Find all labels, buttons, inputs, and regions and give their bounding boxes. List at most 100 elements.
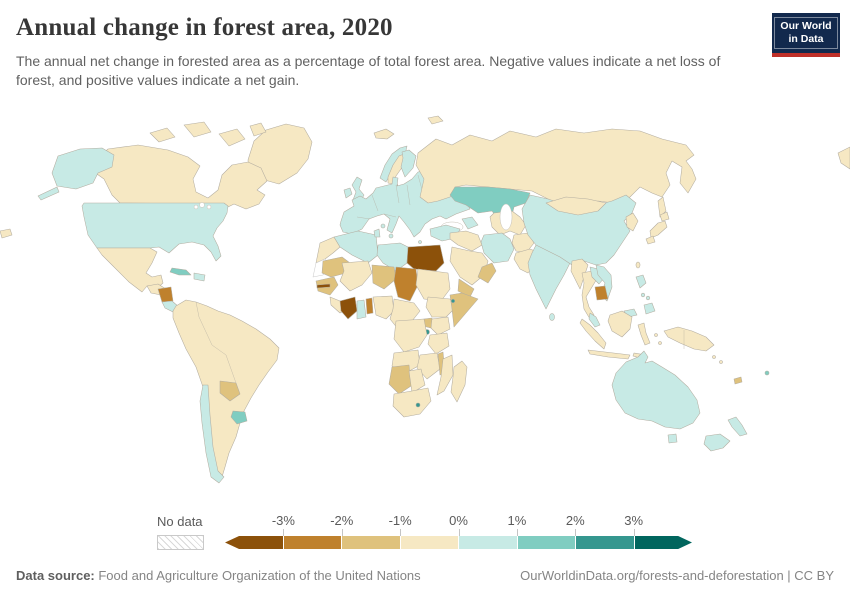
world-map[interactable] <box>0 105 850 515</box>
country-algeria[interactable] <box>333 230 379 264</box>
country-japan[interactable] <box>659 211 670 222</box>
country-japan[interactable] <box>649 220 668 239</box>
country-paraguay[interactable] <box>219 380 241 402</box>
country-united-states-aleutians[interactable] <box>37 186 60 201</box>
country-indonesia-maluku[interactable] <box>658 341 662 345</box>
country-cote-divoire[interactable] <box>339 296 358 320</box>
country-somalia[interactable] <box>449 292 479 328</box>
country-chile[interactable] <box>199 384 225 484</box>
legend-bin-m1[interactable] <box>342 536 401 549</box>
country-madagascar[interactable] <box>450 360 468 403</box>
country-ghana[interactable] <box>356 299 367 320</box>
country-iceland[interactable] <box>373 128 395 140</box>
country-australia[interactable] <box>611 350 701 430</box>
legend-bin-p0[interactable] <box>459 536 518 549</box>
country-gambia[interactable] <box>316 283 331 289</box>
legend-bin-p2[interactable] <box>576 536 635 549</box>
country-crete[interactable] <box>418 240 422 244</box>
legend-bin-m0[interactable] <box>400 536 459 549</box>
country-new-zealand-south[interactable] <box>703 433 731 452</box>
country-hispaniola[interactable] <box>193 272 206 282</box>
legend-bin-p1[interactable] <box>517 536 576 549</box>
country-malaysia[interactable] <box>588 312 601 328</box>
country-namibia[interactable] <box>388 364 412 395</box>
country-sri-lanka[interactable] <box>549 313 555 321</box>
country-mali[interactable] <box>339 260 373 292</box>
country-indonesia-maluku[interactable] <box>654 333 658 337</box>
country-finland[interactable] <box>400 149 417 178</box>
country-myanmar[interactable] <box>570 258 589 290</box>
country-vietnam[interactable] <box>595 264 613 302</box>
country-new-caledonia[interactable] <box>733 376 743 385</box>
country-russia-sakhalin[interactable] <box>657 196 667 218</box>
footer: Data source: Food and Agriculture Organi… <box>16 568 834 583</box>
country-lesotho[interactable] <box>415 402 421 408</box>
country-tanzania[interactable] <box>427 332 450 355</box>
country-philippines-visayas[interactable] <box>640 292 646 298</box>
legend-bin-p3[interactable] <box>634 536 692 549</box>
legend-bin-m3[interactable] <box>225 536 284 549</box>
country-indonesia-sulawesi[interactable] <box>637 322 651 346</box>
country-indonesia-sumatra[interactable] <box>579 318 607 350</box>
country-canada[interactable] <box>218 128 246 147</box>
country-niger[interactable] <box>371 264 397 290</box>
citation-link[interactable]: OurWorldinData.org/forests-and-deforesta… <box>520 568 834 583</box>
owid-logo[interactable]: Our World in Data <box>772 13 840 58</box>
country-canada[interactable] <box>149 127 176 143</box>
country-united-states-alaska[interactable] <box>51 147 115 190</box>
country-mozambique[interactable] <box>436 354 454 396</box>
country-dr-congo[interactable] <box>393 318 428 353</box>
country-sicily[interactable] <box>388 233 394 239</box>
country-new-guinea[interactable] <box>663 326 715 352</box>
country-solomon-islands[interactable] <box>719 360 723 364</box>
country-egypt[interactable] <box>406 244 445 272</box>
country-ireland[interactable] <box>343 187 353 199</box>
country-indonesia-borneo[interactable] <box>607 310 633 338</box>
country-uruguay[interactable] <box>230 410 248 425</box>
country-solomon-islands[interactable] <box>712 355 716 359</box>
country-canada[interactable] <box>183 121 212 138</box>
country-canada[interactable] <box>249 122 267 137</box>
country-kenya[interactable] <box>429 316 451 336</box>
country-nicaragua[interactable] <box>157 286 174 303</box>
country-united-states[interactable] <box>81 202 229 262</box>
country-botswana[interactable] <box>408 368 426 394</box>
country-iran[interactable] <box>480 232 515 264</box>
country-nigeria[interactable] <box>372 295 395 320</box>
country-new-zealand-north[interactable] <box>727 416 748 437</box>
country-fiji[interactable] <box>764 370 770 376</box>
country-djibouti[interactable] <box>450 298 456 304</box>
country-tunisia[interactable] <box>373 228 381 238</box>
country-benin-togo[interactable] <box>365 297 374 315</box>
country-kazakhstan[interactable] <box>449 186 531 220</box>
country-canada[interactable] <box>89 144 268 210</box>
country-tasmania[interactable] <box>667 433 678 444</box>
legend-color-bar[interactable] <box>225 536 692 549</box>
country-indonesia-java[interactable] <box>587 349 631 360</box>
country-philippines-mindanao[interactable] <box>643 302 656 315</box>
legend-bin-m2[interactable] <box>283 536 342 549</box>
country-sardinia[interactable] <box>380 223 386 229</box>
country-chad[interactable] <box>393 266 419 302</box>
country-cambodia[interactable] <box>594 285 609 301</box>
country-middle-east[interactable] <box>449 230 483 252</box>
country-libya[interactable] <box>376 242 409 272</box>
country-philippines-luzon[interactable] <box>635 274 647 289</box>
country-united-kingdom[interactable] <box>351 176 365 203</box>
legend-no-data-swatch[interactable] <box>157 535 204 550</box>
country-cuba[interactable] <box>169 267 192 276</box>
country-korea[interactable] <box>625 212 639 232</box>
country-caucasus[interactable] <box>461 216 479 230</box>
country-taiwan[interactable] <box>635 261 641 269</box>
country-japan[interactable] <box>645 235 656 245</box>
country-mexico[interactable] <box>96 247 164 293</box>
country-russia-fragment[interactable] <box>837 146 850 170</box>
country-sudan[interactable] <box>415 268 451 302</box>
country-zambia-zimbabwe[interactable] <box>416 352 441 380</box>
country-philippines-visayas[interactable] <box>645 295 651 301</box>
country-oman[interactable] <box>477 262 497 284</box>
country-svalbard[interactable] <box>427 115 444 125</box>
country-mongolia[interactable] <box>545 196 607 216</box>
country-south-africa[interactable] <box>392 387 432 418</box>
country-russia-fragment[interactable] <box>0 228 13 239</box>
